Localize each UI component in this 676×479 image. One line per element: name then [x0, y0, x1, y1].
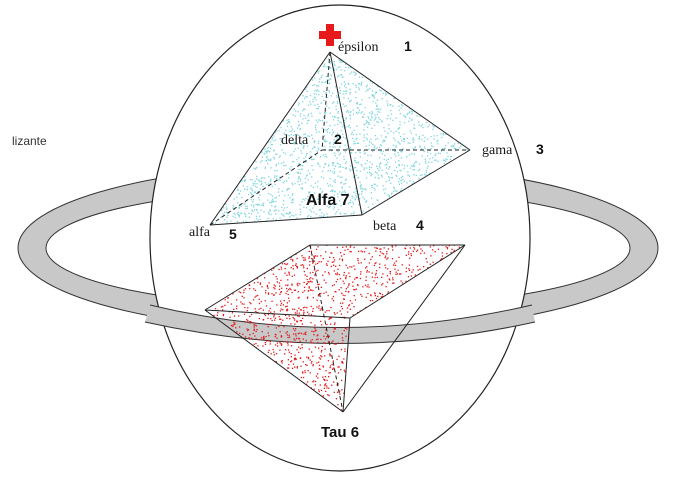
alfa-number: 5: [229, 226, 237, 242]
tau-label: Tau 6: [321, 424, 359, 441]
sphere-outline: [149, 4, 531, 472]
delta-number: 2: [334, 131, 342, 147]
beta-number: 4: [416, 217, 424, 233]
gama-number: 3: [536, 141, 544, 157]
alfa-label: alfa: [189, 225, 211, 240]
red-cross-icon: [319, 24, 341, 46]
bottom-pyramid-edges: [204, 244, 466, 413]
delta-label: delta: [281, 133, 309, 148]
alfa7-label: Alfa 7: [306, 192, 350, 209]
gama-label: gama: [482, 143, 513, 158]
epsilon-number: 1: [404, 38, 412, 54]
epsilon-label: épsilon: [338, 40, 378, 55]
partial-left-label: lizante: [12, 134, 47, 148]
beta-label: beta: [373, 219, 397, 234]
top-pyramid-edges: [209, 51, 471, 226]
